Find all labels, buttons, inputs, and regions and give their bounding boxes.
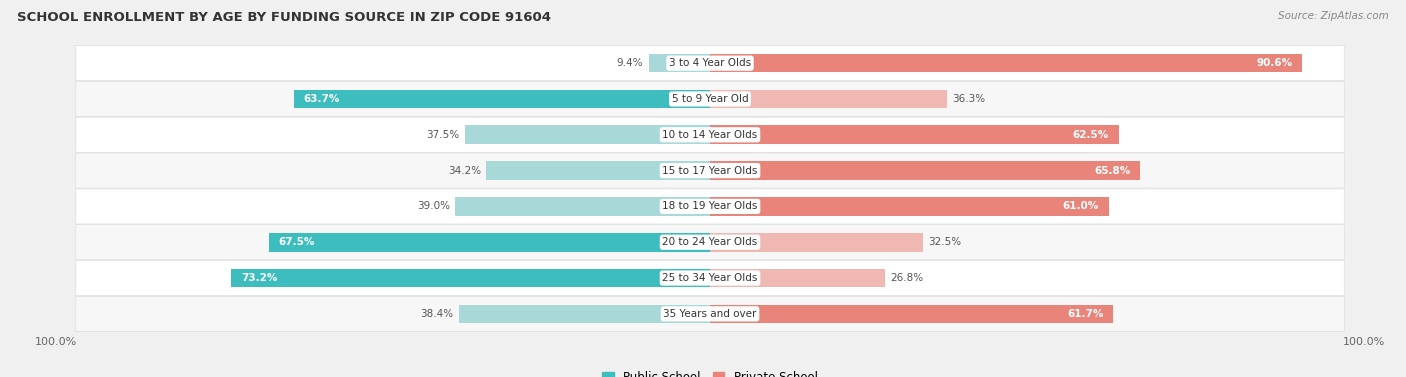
Text: 90.6%: 90.6%: [1257, 58, 1292, 68]
Bar: [710, 161, 1140, 180]
Text: 3 to 4 Year Olds: 3 to 4 Year Olds: [669, 58, 751, 68]
Bar: [458, 305, 710, 323]
Text: 38.4%: 38.4%: [420, 309, 454, 319]
Bar: [648, 54, 710, 72]
Text: 67.5%: 67.5%: [278, 237, 315, 247]
Text: 61.7%: 61.7%: [1067, 309, 1104, 319]
Text: 35 Years and over: 35 Years and over: [664, 309, 756, 319]
FancyBboxPatch shape: [76, 117, 1344, 152]
Text: 65.8%: 65.8%: [1094, 166, 1130, 176]
Bar: [710, 305, 1114, 323]
Bar: [710, 54, 1302, 72]
Text: 20 to 24 Year Olds: 20 to 24 Year Olds: [662, 237, 758, 247]
Text: 39.0%: 39.0%: [416, 201, 450, 211]
Text: 10 to 14 Year Olds: 10 to 14 Year Olds: [662, 130, 758, 140]
FancyBboxPatch shape: [76, 46, 1344, 81]
FancyBboxPatch shape: [76, 296, 1344, 331]
Bar: [232, 269, 710, 287]
Bar: [710, 126, 1119, 144]
Bar: [465, 126, 710, 144]
Text: 61.0%: 61.0%: [1063, 201, 1099, 211]
Text: 37.5%: 37.5%: [426, 130, 460, 140]
Text: 36.3%: 36.3%: [953, 94, 986, 104]
Text: 34.2%: 34.2%: [449, 166, 481, 176]
Text: 18 to 19 Year Olds: 18 to 19 Year Olds: [662, 201, 758, 211]
Text: SCHOOL ENROLLMENT BY AGE BY FUNDING SOURCE IN ZIP CODE 91604: SCHOOL ENROLLMENT BY AGE BY FUNDING SOUR…: [17, 11, 551, 24]
Bar: [294, 90, 710, 108]
Text: 25 to 34 Year Olds: 25 to 34 Year Olds: [662, 273, 758, 283]
Bar: [269, 233, 710, 251]
FancyBboxPatch shape: [76, 153, 1344, 188]
Text: 32.5%: 32.5%: [928, 237, 960, 247]
FancyBboxPatch shape: [76, 225, 1344, 260]
Text: Source: ZipAtlas.com: Source: ZipAtlas.com: [1278, 11, 1389, 21]
Bar: [456, 197, 710, 216]
Bar: [710, 197, 1109, 216]
Legend: Public School, Private School: Public School, Private School: [598, 366, 823, 377]
Bar: [710, 90, 948, 108]
FancyBboxPatch shape: [76, 189, 1344, 224]
Bar: [486, 161, 710, 180]
Text: 9.4%: 9.4%: [617, 58, 644, 68]
Text: 73.2%: 73.2%: [242, 273, 277, 283]
Text: 15 to 17 Year Olds: 15 to 17 Year Olds: [662, 166, 758, 176]
Text: 26.8%: 26.8%: [890, 273, 924, 283]
Bar: [710, 269, 886, 287]
Text: 63.7%: 63.7%: [304, 94, 340, 104]
FancyBboxPatch shape: [76, 81, 1344, 116]
FancyBboxPatch shape: [76, 261, 1344, 296]
Text: 62.5%: 62.5%: [1073, 130, 1109, 140]
Bar: [710, 233, 922, 251]
Text: 5 to 9 Year Old: 5 to 9 Year Old: [672, 94, 748, 104]
